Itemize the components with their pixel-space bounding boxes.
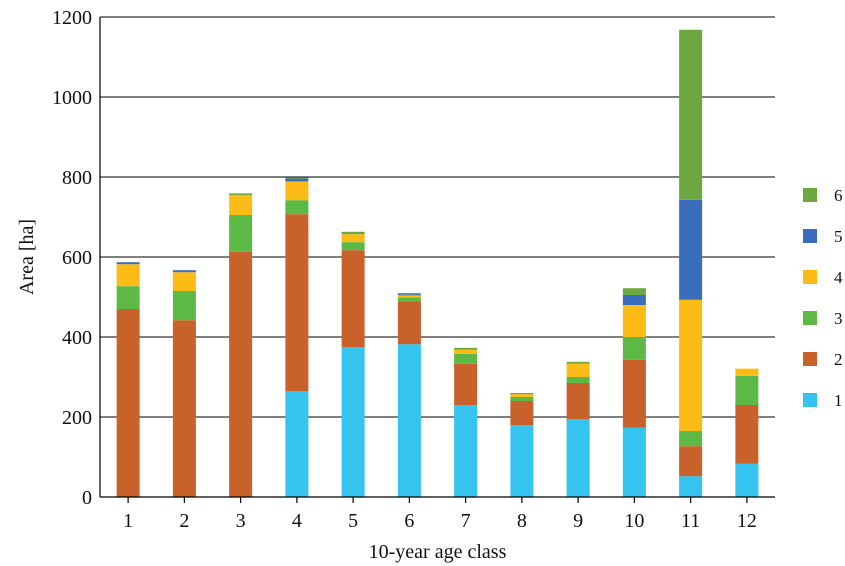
bar-segment-class-1-series-3 xyxy=(116,286,140,309)
x-tick-label: 2 xyxy=(179,510,189,532)
x-axis-title: 10-year age class xyxy=(369,541,507,563)
bar-segment-class-7-series-6 xyxy=(454,347,478,350)
bar-segment-class-9-series-2 xyxy=(566,383,590,419)
bar-segment-class-3-series-4 xyxy=(229,195,253,215)
bar-segment-class-6-series-6 xyxy=(397,293,421,295)
bar-segment-class-8-series-4 xyxy=(510,394,534,397)
x-tick-label: 5 xyxy=(348,510,358,532)
x-tick-label: 10 xyxy=(624,510,644,532)
x-tick-label: 12 xyxy=(737,510,757,532)
x-tick-label: 1 xyxy=(123,510,133,532)
bar-segment-class-5-series-6 xyxy=(341,231,365,235)
y-axis-title: Area [ha] xyxy=(16,219,38,295)
y-tick-label: 0 xyxy=(82,487,92,509)
bar-segment-class-10-series-2 xyxy=(622,359,646,428)
bar-segment-class-11-series-2 xyxy=(679,446,703,477)
bar-segment-class-10-series-3 xyxy=(622,337,646,360)
bar-segment-class-8-series-1 xyxy=(510,425,534,497)
bar-segment-class-9-series-4 xyxy=(566,363,590,377)
bar-segment-class-2-series-5 xyxy=(172,270,196,273)
bar-segment-class-8-series-3 xyxy=(510,397,534,401)
legend-swatch-4 xyxy=(803,270,817,284)
bar-segment-class-12-series-2 xyxy=(735,405,759,464)
bar-segment-class-6-series-4 xyxy=(397,295,421,298)
x-tick-label: 8 xyxy=(517,510,527,532)
bar-segment-class-7-series-2 xyxy=(454,363,478,405)
bar-segment-class-2-series-4 xyxy=(172,272,196,291)
legend-label-6: 6 xyxy=(834,186,843,205)
bar-segment-class-5-series-2 xyxy=(341,250,365,347)
bar-segment-class-12-series-4 xyxy=(735,368,759,376)
x-tick-label: 6 xyxy=(404,510,414,532)
bar-segment-class-5-series-3 xyxy=(341,242,365,251)
bar-segment-class-4-series-3 xyxy=(285,200,309,215)
y-tick-label: 400 xyxy=(62,327,92,349)
y-tick-label: 800 xyxy=(62,167,92,189)
bar-segment-class-9-series-6 xyxy=(566,361,590,364)
bar-segment-class-12-series-1 xyxy=(735,463,759,497)
legend: 6 5 4 3 2 1 xyxy=(803,186,843,410)
bar-segment-class-6-series-1 xyxy=(397,344,421,497)
bars-layer xyxy=(116,29,759,497)
y-tick-label: 600 xyxy=(62,247,92,269)
bar-segment-class-5-series-1 xyxy=(341,347,365,497)
bar-segment-class-6-series-3 xyxy=(397,297,421,302)
bar-segment-class-7-series-3 xyxy=(454,353,478,364)
bar-segment-class-11-series-4 xyxy=(679,299,703,431)
bar-segment-class-6-series-5 xyxy=(397,294,421,296)
legend-swatch-5 xyxy=(803,229,817,243)
x-tick-label: 3 xyxy=(236,510,246,532)
bar-segment-class-4-series-5 xyxy=(285,178,309,182)
bar-segment-class-1-series-5 xyxy=(116,262,140,265)
bar-segment-class-8-series-6 xyxy=(510,393,534,395)
bar-segment-class-10-series-5 xyxy=(622,295,646,305)
bar-segment-class-9-series-3 xyxy=(566,377,590,383)
legend-label-3: 3 xyxy=(834,309,843,328)
y-tick-label: 1200 xyxy=(52,7,92,29)
bar-segment-class-10-series-4 xyxy=(622,305,646,337)
bar-segment-class-2-series-3 xyxy=(172,291,196,321)
y-tick-label: 1000 xyxy=(52,87,92,109)
x-tick-label: 4 xyxy=(292,510,302,532)
legend-label-1: 1 xyxy=(834,391,843,410)
bar-segment-class-4-series-6 xyxy=(285,177,309,179)
legend-swatch-1 xyxy=(803,393,817,407)
bar-segment-class-11-series-5 xyxy=(679,199,703,300)
bar-segment-class-10-series-6 xyxy=(622,288,646,295)
legend-label-2: 2 xyxy=(834,350,843,369)
bar-segment-class-3-series-3 xyxy=(229,215,253,252)
bar-segment-class-11-series-1 xyxy=(679,476,703,497)
legend-label-4: 4 xyxy=(834,268,843,287)
x-tick-label: 7 xyxy=(461,510,471,532)
legend-label-5: 5 xyxy=(834,227,843,246)
bar-segment-class-1-series-4 xyxy=(116,264,140,287)
bar-segment-class-10-series-1 xyxy=(622,427,646,497)
x-tick-label: 9 xyxy=(573,510,583,532)
bar-segment-class-4-series-4 xyxy=(285,181,309,201)
bar-segment-class-1-series-2 xyxy=(116,309,140,497)
bar-segment-class-11-series-3 xyxy=(679,431,703,447)
bar-segment-class-12-series-3 xyxy=(735,375,759,405)
bar-segment-class-2-series-2 xyxy=(172,320,196,497)
bar-segment-class-3-series-2 xyxy=(229,251,253,497)
grid-layer xyxy=(100,16,775,418)
bar-segment-class-11-series-6 xyxy=(679,29,703,200)
bar-segment-class-7-series-1 xyxy=(454,405,478,497)
bar-segment-class-3-series-6 xyxy=(229,193,253,195)
bar-segment-class-7-series-4 xyxy=(454,349,478,354)
legend-swatch-3 xyxy=(803,311,817,325)
legend-swatch-6 xyxy=(803,188,817,202)
y-tick-label: 200 xyxy=(62,407,92,429)
bar-segment-class-6-series-2 xyxy=(397,301,421,345)
bar-segment-class-5-series-4 xyxy=(341,234,365,243)
bar-segment-class-8-series-2 xyxy=(510,401,534,425)
bar-segment-class-9-series-1 xyxy=(566,419,590,497)
legend-swatch-2 xyxy=(803,352,817,366)
bar-segment-class-4-series-2 xyxy=(285,214,309,391)
bar-segment-class-4-series-1 xyxy=(285,391,309,497)
x-tick-label: 11 xyxy=(681,510,700,532)
